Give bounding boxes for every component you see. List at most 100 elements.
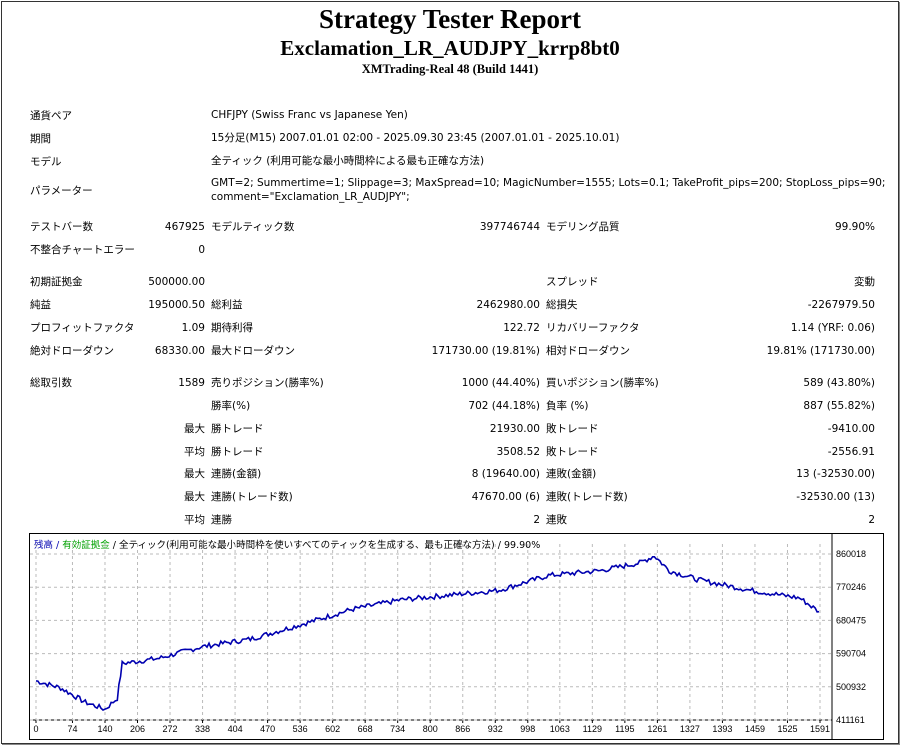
x-tick-label: 932	[488, 724, 503, 734]
legend-sep: /	[109, 540, 120, 551]
stats-row: 初期証拠金 500000.00 スプレッド 変動	[30, 274, 875, 290]
stat-value2: 122.72	[503, 322, 540, 334]
y-tick-label: 411161	[836, 715, 865, 725]
x-tick-label: 272	[163, 724, 178, 734]
x-tick-label: 74	[67, 724, 77, 734]
legend-quality: 99.90%	[504, 540, 541, 551]
stat-label2: 最大ドローダウン	[211, 345, 295, 357]
stat-value2: 3508.52	[496, 446, 540, 458]
x-tick-label: 1261	[647, 724, 667, 734]
stat-value1: 最大	[184, 423, 205, 435]
x-tick-label: 602	[325, 724, 340, 734]
stat-label1	[30, 466, 140, 482]
info-value-line2: comment="Exclamation_LR_AUDJPY";	[211, 191, 410, 203]
stats-row: 総取引数 1589 売りポジション(勝率%) 1000 (44.40%) 買いポジション…	[30, 375, 875, 391]
stats-row: 勝率(%) 702 (44.18%) 負率 (%) 887 (55.82%)	[30, 398, 875, 414]
stat-label1	[30, 421, 140, 437]
stat-label1	[30, 489, 140, 505]
server-info: XMTrading-Real 48 (Build 1441)	[361, 62, 539, 76]
stat-label2: 勝トレード	[211, 423, 264, 435]
legend-sep: /	[53, 540, 63, 551]
stat-label3: 総損失	[546, 299, 578, 311]
stat-label2: 勝トレード	[211, 446, 264, 458]
stat-label3: スプレッド	[546, 276, 599, 288]
stat-value3: 2	[868, 514, 875, 526]
info-value: GMT=2; Summertime=1; Slippage=3; MaxSpre…	[211, 177, 886, 189]
stat-value3	[696, 242, 875, 258]
x-tick-label: 536	[293, 724, 308, 734]
x-tick-label: 1063	[550, 724, 570, 734]
stat-label3: 買いポジション(勝率%)	[546, 377, 659, 389]
stat-label3: 負率 (%)	[546, 400, 589, 412]
stat-value2: 47670.00 (6)	[471, 491, 540, 503]
y-tick-label: 860018	[836, 549, 866, 559]
y-tick-label: 590704	[836, 649, 866, 659]
stat-value2: 21930.00	[489, 423, 540, 435]
x-tick-label: 470	[260, 724, 275, 734]
stats-row: 最大 連勝(トレード数) 47670.00 (6) 連敗(トレード数) -32530.0…	[30, 489, 875, 505]
stat-value3: -32530.00 (13)	[796, 491, 875, 503]
stat-label2: 売りポジション(勝率%)	[211, 377, 324, 389]
stat-label3	[546, 242, 696, 258]
stat-label3: モデリング品質	[546, 221, 620, 233]
stat-label3: 連敗	[546, 514, 567, 526]
x-tick-label: 734	[390, 724, 405, 734]
stat-label2: 総利益	[211, 299, 243, 311]
x-tick-label: 998	[520, 724, 535, 734]
stat-value1: 最大	[184, 468, 205, 480]
info-label: モデル	[30, 156, 62, 168]
stat-value1: 0	[198, 244, 205, 256]
stat-label1: テストバー数	[30, 221, 93, 233]
stats-row: 最大 勝トレード 21930.00 敗トレード -9410.00	[30, 421, 875, 437]
stat-label3: リカバリーファクタ	[546, 322, 640, 334]
stat-value3: 19.81% (171730.00)	[766, 345, 875, 357]
stat-label1: プロフィットファクタ	[30, 322, 135, 334]
x-tick-label: 668	[358, 724, 373, 734]
report-title: Strategy Tester Report	[319, 4, 581, 34]
stat-label1: 初期証拠金	[30, 276, 83, 288]
x-tick-label: 0	[33, 724, 38, 734]
stat-label2: 連勝	[211, 514, 232, 526]
stat-label2	[211, 274, 361, 290]
chart-legend: 残高 / 有効証拠金 / 全ティック(利用可能な最小時間枠を使いすべてのティック…	[34, 537, 540, 551]
stat-label1	[30, 444, 140, 460]
stat-label1: 絶対ドローダウン	[30, 345, 114, 357]
x-tick-label: 1393	[712, 724, 732, 734]
chart-canvas: 0 74 140 206 272 338 404 470 536 602 668 734 800 866 9…	[30, 534, 866, 739]
stat-value1: 1589	[178, 377, 205, 389]
stat-value1: 500000.00	[148, 276, 205, 288]
stat-label2: 連勝(トレード数)	[211, 491, 293, 503]
x-tick-label: 1195	[615, 724, 634, 734]
y-tick-label: 680475	[836, 615, 866, 625]
stat-value1: 68330.00	[154, 345, 205, 357]
stat-value1: 1.09	[181, 322, 205, 334]
stat-value3: 99.90%	[834, 221, 875, 233]
stat-value2: 171730.00 (19.81%)	[431, 345, 540, 357]
stat-label3: 敗トレード	[546, 423, 599, 435]
info-label: パラメーター	[30, 185, 93, 197]
stat-value1	[140, 398, 205, 414]
x-tick-label: 1591	[810, 724, 830, 734]
stat-value3: -2556.91	[827, 446, 875, 458]
stat-label3: 相対ドローダウン	[546, 345, 630, 357]
info-label: 期間	[30, 133, 51, 145]
stat-value3: 変動	[854, 276, 875, 288]
x-tick-label: 1459	[745, 724, 765, 734]
stat-value3: 1.14 (YRF: 0.06)	[790, 322, 875, 334]
info-label: 通貨ペア	[30, 110, 72, 122]
stat-value1: 195000.50	[148, 299, 205, 311]
stat-value3: 13 (-32530.00)	[796, 468, 875, 480]
stat-label2	[211, 242, 361, 258]
info-value: 全ティック (利用可能な最小時間枠による最も正確な方法)	[211, 155, 485, 167]
stat-label1: 総取引数	[30, 377, 72, 389]
balance-line	[35, 556, 820, 711]
stat-value1: 最大	[184, 491, 205, 503]
stat-value2	[361, 242, 540, 258]
stat-label2: 期待利得	[211, 322, 253, 334]
stat-label2: モデルティック数	[211, 221, 295, 233]
stat-value2: 397746744	[479, 221, 540, 233]
stat-label1	[30, 512, 140, 528]
stat-value2: 2462980.00	[476, 299, 540, 311]
stat-label2: 勝率(%)	[211, 400, 251, 412]
